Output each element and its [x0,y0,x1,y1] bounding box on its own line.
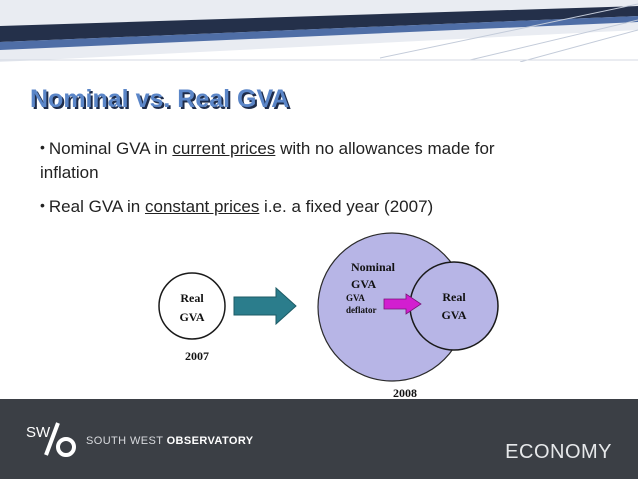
bullet-text-end: with no allowances made for inflation [40,139,495,182]
organisation-name-bold: OBSERVATORY [166,435,254,447]
nominal-gva-line1: Nominal [351,260,396,274]
bullet-dot: • [40,197,45,213]
bullet-underlined: constant prices [144,197,260,216]
transform-arrow [233,286,297,326]
real-gva-2007-line1: Real [180,291,204,305]
svg-text:SW: SW [26,424,51,441]
south-west-observatory-logo: SW [26,422,76,457]
slide-title: Nominal vs. Real GVA [30,85,290,113]
organisation-name: SOUTH WEST OBSERVATORY [86,435,254,447]
footer-bar: SW SOUTH WEST OBSERVATORY ECONOMY [0,399,638,479]
real-gva-2007-circle [158,272,226,340]
bullet-real: • Real GVA in constant prices i.e. a fixe… [40,193,540,219]
deflator-arrow [383,293,422,315]
real-gva-inner-line1: Real [442,290,466,304]
organisation-name-light: SOUTH WEST [86,435,167,447]
gva-diagram: Real GVA 2007 Nominal GVA 2008 Real GVA … [158,232,499,400]
bullet-text-end: i.e. a fixed year (2007) [259,197,434,216]
bullet-text: Nominal GVA in [48,139,173,158]
nominal-gva-line2: GVA [351,277,376,291]
real-gva-inner-line2: GVA [441,308,466,322]
year-2007-label: 2007 [185,349,209,363]
bullet-nominal: • Nominal GVA in current prices with no a… [40,135,540,185]
header-band [0,0,638,62]
bullet-text: Real GVA in [48,197,145,216]
section-label: ECONOMY [505,441,612,463]
deflator-label-line1: GVA [346,293,365,303]
deflator-label-line2: deflator [346,305,377,315]
bullet-underlined: current prices [172,139,276,158]
real-gva-2007-line2: GVA [179,310,204,324]
real-gva-inner-circle [409,261,499,351]
bullet-dot: • [40,139,45,155]
year-2008-label: 2008 [393,386,417,400]
